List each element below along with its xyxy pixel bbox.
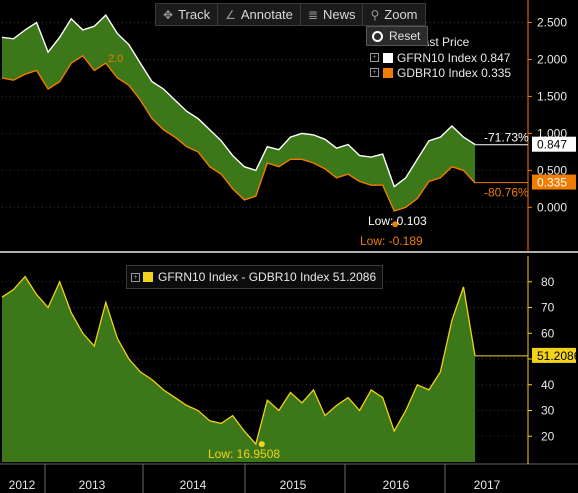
legend-series-name: GDBR10 Index	[397, 65, 478, 80]
annotate-button[interactable]: ∠ Annotate	[218, 4, 301, 25]
y-tick-label: 1.500	[537, 89, 567, 103]
expand-icon[interactable]: +	[370, 68, 379, 77]
last-spread-value: 51.2086	[537, 349, 578, 363]
last-price-box-white	[532, 136, 576, 152]
y-tick-label: 0.500	[537, 163, 567, 177]
x-tick-label: 2016	[383, 478, 410, 492]
reset-button[interactable]: Reset	[366, 26, 428, 46]
x-tick-label: 2014	[180, 478, 207, 492]
y-tick-label: 2.000	[537, 52, 567, 66]
series-line-gdbr10	[1, 54, 476, 212]
y-tick-label: 0.000	[537, 200, 567, 214]
spread-line	[1, 275, 476, 446]
low-annotation-white: Low: 0.103	[368, 214, 427, 228]
pct-change-label-white: -71.73%	[484, 131, 529, 145]
legend-swatch-yellow	[143, 272, 153, 282]
expand-icon[interactable]: +	[131, 272, 140, 282]
legend-series-value: 51.2086	[332, 270, 377, 284]
legend-swatch-white	[383, 52, 393, 63]
last-price-box-orange	[532, 174, 576, 190]
legend-series-value: 0.335	[481, 65, 512, 80]
reset-label: Reset	[389, 29, 421, 43]
legend-entry-gdbr10[interactable]: + GDBR10 Index 0.335	[366, 65, 525, 80]
spread-band-fill	[2, 15, 475, 211]
y-tick-label: 80	[541, 275, 555, 289]
news-label: News	[322, 7, 356, 22]
track-button[interactable]: ✥ Track	[156, 4, 219, 25]
low-annotation-orange: Low: -0.189	[360, 234, 423, 248]
y-tick-label: 30	[541, 404, 555, 418]
x-tick-label: 2017	[474, 478, 501, 492]
y-tick-label: 40	[541, 378, 555, 392]
last-price-value-orange: 0.335	[537, 176, 567, 190]
series-line-gfrn10	[1, 13, 476, 188]
legend-series-value: 0.847	[480, 50, 511, 65]
legend-entry-gfrn10[interactable]: + GFRN10 Index 0.847	[366, 50, 525, 65]
y-tick-label: 70	[541, 301, 555, 315]
legend-series-name: GFRN10 Index	[397, 50, 478, 65]
low-annotation-yellow: Low: 16.9508	[208, 447, 280, 461]
y-tick-label: 60	[541, 326, 555, 340]
crosshair-icon: ✥	[163, 7, 174, 22]
annotate-label: Annotate	[240, 7, 293, 22]
zoom-label: Zoom	[384, 7, 418, 22]
x-tick-label: 2012	[9, 478, 36, 492]
news-button[interactable]: ≣ News	[301, 4, 364, 25]
low-marker-orange	[392, 221, 399, 228]
y-tick-label: 20	[541, 429, 555, 443]
pct-change-label-orange: -80.76%	[484, 186, 529, 200]
legend-swatch-orange	[383, 67, 393, 78]
spread-area-fill	[2, 276, 475, 462]
legend-series-name: GFRN10 Index - GDBR10 Index	[158, 270, 330, 284]
last-price-value-white: 0.847	[537, 138, 567, 152]
pencil-icon: ∠	[225, 7, 236, 22]
y-tick-label: 2.500	[537, 15, 567, 29]
chart-toolbar: ✥ Track ∠ Annotate ≣ News ⚲ Zoom	[155, 3, 426, 26]
bottom-legend: + GFRN10 Index - GDBR10 Index 51.2086	[126, 265, 384, 289]
track-label: Track	[178, 7, 211, 22]
magnifier-icon: ⚲	[370, 7, 380, 22]
zoom-button[interactable]: ⚲ Zoom	[363, 4, 424, 25]
x-tick-label: 2013	[79, 478, 106, 492]
peak-annotation: 2.0	[108, 53, 123, 65]
low-marker-yellow	[258, 441, 265, 448]
reset-icon	[372, 30, 383, 42]
news-icon: ≣	[307, 7, 318, 22]
x-tick-label: 2015	[280, 478, 307, 492]
legend-header: Last Price	[416, 35, 470, 49]
expand-icon[interactable]: +	[370, 53, 379, 62]
last-spread-box	[532, 347, 576, 363]
